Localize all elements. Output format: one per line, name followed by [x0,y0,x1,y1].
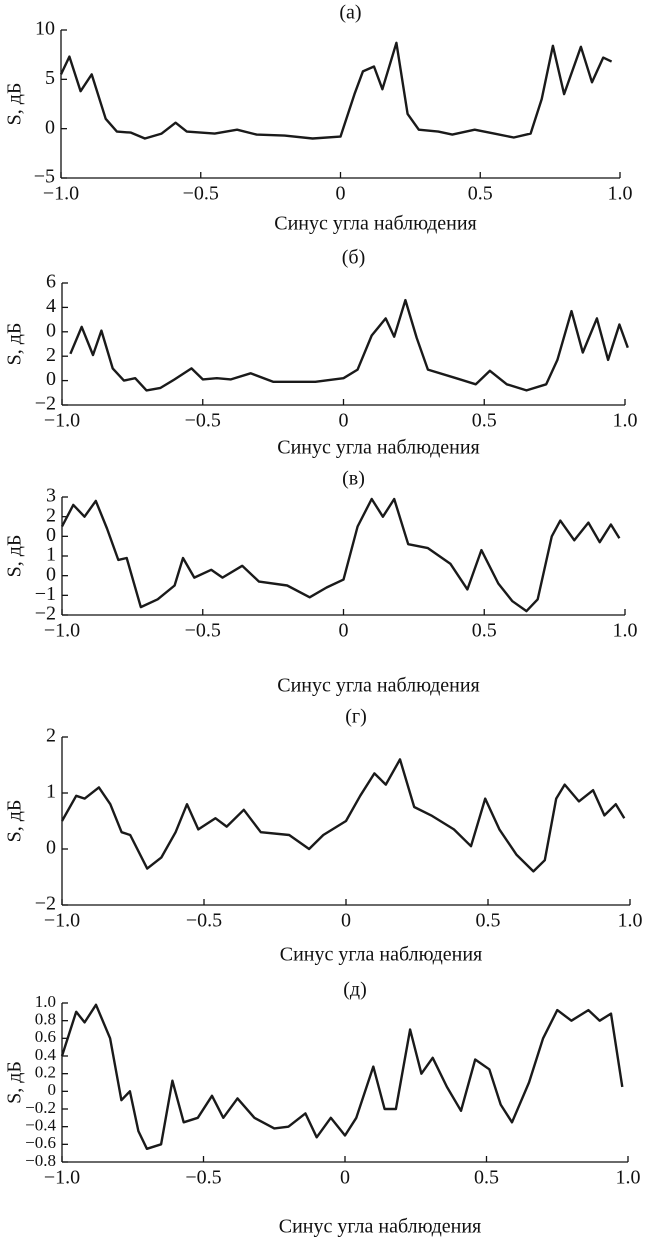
y-tick-label: 2 [46,504,56,526]
x-tick-label: 1.0 [613,620,638,642]
x-tick-label: −1.0 [43,183,79,205]
x-tick-label: 0.5 [472,410,497,432]
panel-title: (г) [345,706,367,728]
y-axis-label: S, дБ [4,83,26,126]
y-tick-label: −2 [35,393,56,415]
x-tick-label: −0.5 [183,183,219,205]
x-tick-label: 0 [340,1167,350,1189]
y-tick-label: 0 [46,368,56,390]
data-line [60,497,621,613]
y-tick-label: 0 [46,319,56,341]
x-tick-label: 1.0 [613,410,638,432]
x-axis-label: Синус угла наблюдения [277,675,480,697]
x-tick-label: −1.0 [44,1167,80,1189]
data-line [60,1003,624,1151]
y-tick-label: 6 [46,271,56,293]
panel-title: (б) [342,247,366,269]
x-tick-label: 0.5 [468,183,493,205]
y-tick-label: 5 [45,67,55,89]
y-tick-label: 1 [46,781,56,803]
y-tick-label: 10 [35,18,55,40]
x-tick-label: −1.0 [44,910,80,932]
y-axis-label: S, дБ [4,800,26,843]
y-tick-label: 0 [45,116,55,138]
y-axis-label: S, дБ [4,535,26,578]
x-tick-label: 0 [339,410,349,432]
x-axis-label: Синус угла наблюдения [274,213,477,235]
data-line [60,758,626,873]
x-axis-label: Синус угла наблюдения [280,944,483,966]
y-tick-label: −0.8 [25,1151,56,1170]
y-tick-label: 0 [46,837,56,859]
y-tick-label: 2 [46,725,56,747]
y-tick-label: 1.0 [35,992,56,1011]
y-tick-label: −0.6 [25,1133,56,1152]
x-tick-label: −1.0 [44,410,80,432]
y-tick-label: 4 [46,295,56,317]
y-tick-label: 0.4 [35,1045,57,1064]
y-tick-label: 0 [46,563,56,585]
y-tick-label: 2 [46,344,56,366]
x-tick-label: 1.0 [618,910,643,932]
x-tick-label: 0 [339,620,349,642]
x-tick-label: −1.0 [44,620,80,642]
x-tick-label: 1.0 [616,1167,641,1189]
y-tick-label: 3 [46,485,56,507]
x-tick-label: 0 [336,183,346,205]
panel-title: (в) [342,468,365,490]
x-axis-label: Синус угла наблюдения [279,1216,482,1238]
panel-title: (а) [339,2,361,24]
x-tick-label: 1.0 [608,183,633,205]
y-tick-label: 0 [46,524,56,546]
y-tick-label: 0 [48,1080,57,1099]
x-tick-label: 0.5 [474,1167,499,1189]
x-tick-label: −0.5 [185,1167,221,1189]
y-tick-label: −1 [35,583,56,605]
x-axis-label: Синус угла наблюдения [277,437,480,459]
x-tick-label: −0.5 [186,910,222,932]
data-line [69,298,629,392]
y-tick-label: −0.4 [25,1116,56,1135]
y-tick-label: −0.2 [25,1098,56,1117]
x-tick-label: −0.5 [185,410,221,432]
y-tick-label: −2 [35,603,56,625]
x-tick-label: 0.5 [476,910,501,932]
data-line [59,41,613,140]
y-tick-label: −5 [34,166,55,188]
y-axis-label: S, дБ [4,1061,26,1104]
y-axis-label: S, дБ [4,323,26,366]
panel-title: (д) [343,979,367,1001]
y-tick-label: −2 [35,893,56,915]
y-tick-label: 0.2 [35,1063,56,1082]
x-tick-label: 0.5 [472,620,497,642]
x-tick-label: −0.5 [185,620,221,642]
x-tick-label: 0 [341,910,351,932]
y-tick-label: 0.8 [35,1010,56,1029]
y-tick-label: 0.6 [35,1027,56,1046]
y-tick-label: 1 [46,544,56,566]
